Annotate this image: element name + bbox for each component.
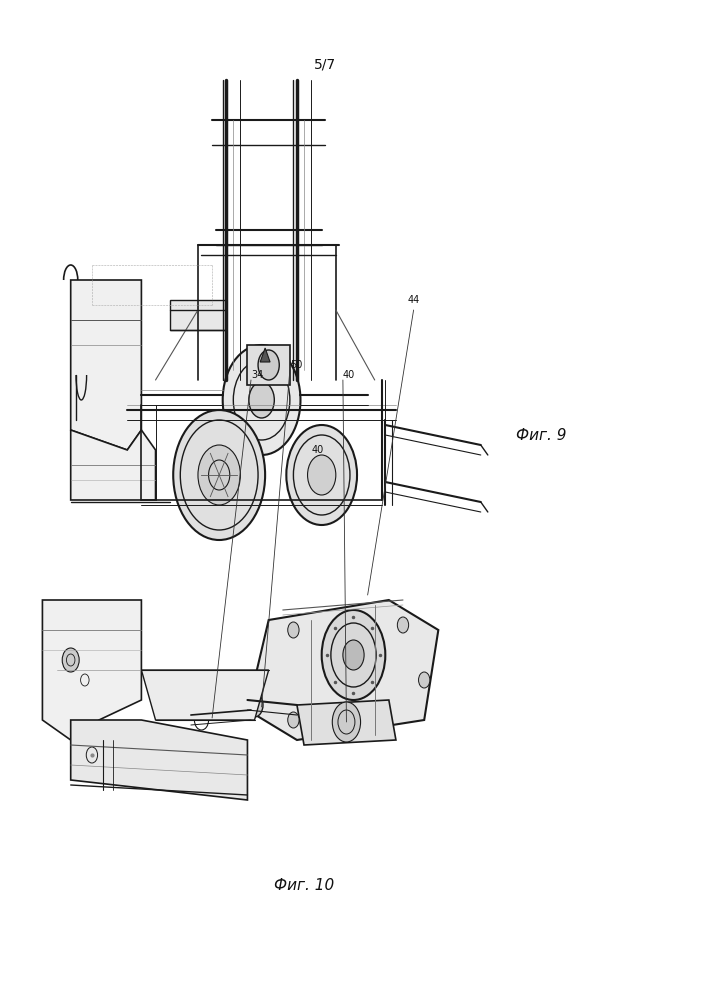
Circle shape [288, 712, 299, 728]
Text: 34: 34 [251, 370, 263, 380]
Polygon shape [247, 600, 438, 740]
Circle shape [308, 455, 336, 495]
Text: 40: 40 [343, 370, 355, 380]
Polygon shape [260, 348, 270, 362]
Circle shape [343, 640, 364, 670]
Polygon shape [141, 670, 269, 720]
Circle shape [173, 410, 265, 540]
Polygon shape [297, 700, 396, 745]
Circle shape [258, 350, 279, 380]
Circle shape [419, 672, 430, 688]
Bar [247, 345, 290, 385]
Circle shape [322, 610, 385, 700]
Circle shape [198, 445, 240, 505]
Circle shape [286, 425, 357, 525]
Text: Фиг. 10: Фиг. 10 [274, 878, 334, 892]
Text: 40: 40 [311, 445, 323, 455]
Circle shape [397, 617, 409, 633]
Text: 50: 50 [290, 360, 303, 370]
Bar [170, 300, 226, 330]
Polygon shape [71, 720, 247, 800]
Text: Фиг. 9: Фиг. 9 [516, 428, 566, 442]
Text: 5/7: 5/7 [314, 58, 337, 72]
Circle shape [249, 382, 274, 418]
Circle shape [246, 693, 263, 717]
Circle shape [62, 648, 79, 672]
Circle shape [288, 622, 299, 638]
Circle shape [332, 702, 361, 742]
Polygon shape [71, 430, 156, 500]
Polygon shape [42, 600, 141, 740]
Text: 44: 44 [407, 295, 420, 305]
Polygon shape [71, 280, 141, 450]
Circle shape [223, 345, 300, 455]
